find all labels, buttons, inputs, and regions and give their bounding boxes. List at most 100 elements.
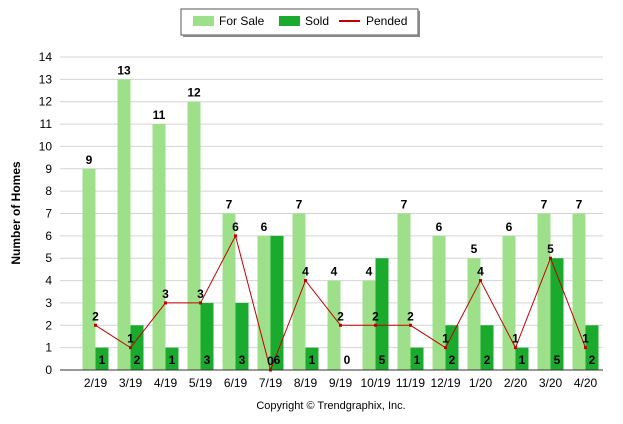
x-tick-label: 8/19	[294, 376, 318, 390]
bar-sold	[480, 325, 494, 370]
data-label-sold: 0	[344, 353, 351, 367]
pended-point	[549, 256, 552, 260]
bar-for-sale	[572, 213, 586, 370]
x-tick-label: 4/20	[574, 376, 598, 390]
data-label-pended: 4	[302, 265, 309, 279]
bar-sold	[270, 235, 284, 370]
pended-point	[164, 301, 167, 305]
pended-point	[339, 323, 342, 327]
y-tick-label: 13	[39, 72, 53, 86]
data-label-pended: 6	[232, 220, 239, 234]
bar-for-sale	[152, 124, 166, 370]
data-label-sold: 1	[99, 353, 106, 367]
data-label-pended: 2	[372, 309, 379, 323]
y-tick-label: 5	[45, 251, 52, 265]
y-tick-label: 11	[40, 117, 53, 131]
data-label-pended: 1	[442, 332, 449, 346]
data-label-sold: 1	[169, 353, 176, 367]
x-tick-label: 7/19	[259, 376, 283, 390]
legend-label-for-sale: For Sale	[219, 14, 265, 28]
bar-sold	[200, 302, 214, 370]
data-label-sold: 5	[379, 353, 386, 367]
data-label-sold: 2	[484, 353, 491, 367]
data-label-sold: 6	[274, 353, 281, 367]
data-label-pended: 5	[547, 242, 554, 256]
legend-swatch-for-sale	[193, 16, 214, 26]
legend: For Sale Sold Pended	[180, 8, 420, 37]
y-axis-label: Number of Homes	[9, 161, 23, 265]
data-label-sold: 2	[134, 353, 141, 367]
data-label-sold: 1	[414, 353, 421, 367]
data-label-pended: 1	[582, 332, 589, 346]
bar-for-sale	[537, 213, 551, 370]
legend-shadow-right	[418, 11, 420, 37]
data-label-pended: 2	[407, 309, 414, 323]
bar-sold	[515, 347, 529, 370]
data-label-pended: 2	[337, 309, 344, 323]
pended-point	[94, 323, 97, 327]
y-tick-label: 4	[45, 274, 52, 288]
y-tick-label: 12	[39, 95, 53, 109]
y-tick-label: 6	[45, 229, 52, 243]
data-label-pended: 4	[477, 265, 484, 279]
bar-for-sale	[82, 168, 96, 370]
bar-sold	[165, 347, 179, 370]
copyright-text: Copyright © Trendgraphix, Inc.	[256, 400, 405, 412]
bar-sold	[585, 325, 599, 370]
legend-label-sold: Sold	[305, 14, 329, 28]
x-axis-ticks: 2/19 3/19 4/19 5/19 6/19 7/19 8/19 9/19 10/19 11/…	[84, 376, 598, 390]
y-tick-label: 0	[45, 363, 52, 377]
x-tick-label: 6/19	[224, 376, 248, 390]
y-tick-label: 2	[45, 318, 52, 332]
data-label-for-sale: 9	[86, 153, 93, 167]
pended-line	[94, 234, 587, 372]
data-label-for-sale: 11	[153, 108, 166, 122]
data-label-for-sale: 7	[401, 198, 408, 212]
y-tick-label: 8	[45, 184, 52, 198]
data-label-pended: 1	[512, 332, 519, 346]
x-tick-label: 11/19	[396, 376, 425, 390]
x-tick-label: 1/20	[469, 376, 493, 390]
y-tick-label: 7	[45, 207, 52, 221]
bar-sold	[550, 258, 564, 370]
bar-for-sale	[187, 101, 201, 370]
data-label-for-sale: 6	[261, 220, 268, 234]
pended-point	[374, 323, 377, 327]
bar-for-sale	[432, 235, 446, 370]
bar-sold	[235, 302, 249, 370]
data-label-pended: 3	[162, 287, 169, 301]
pended-point	[584, 346, 587, 350]
bar-for-sale	[292, 213, 306, 370]
data-label-for-sale: 4	[331, 265, 338, 279]
bar-sold	[445, 325, 459, 370]
y-tick-label: 10	[39, 139, 53, 153]
x-tick-label: 9/19	[329, 376, 353, 390]
y-tick-label: 3	[45, 296, 52, 310]
data-label-for-sale: 4	[366, 265, 373, 279]
data-label-for-sale: 7	[226, 198, 233, 212]
pended-point	[304, 279, 307, 283]
data-label-sold: 1	[309, 353, 316, 367]
legend-swatch-sold	[279, 16, 300, 26]
x-tick-label: 5/19	[189, 376, 213, 390]
bar-sold	[95, 347, 109, 370]
x-tick-label: 3/19	[119, 376, 143, 390]
pended-point	[444, 346, 447, 350]
data-label-for-sale: 5	[471, 242, 478, 256]
x-tick-label: 2/20	[504, 376, 528, 390]
data-label-sold: 2	[449, 353, 456, 367]
legend-shadow-bottom	[183, 35, 420, 37]
data-label-sold: 3	[204, 353, 211, 367]
x-tick-label: 2/19	[84, 376, 108, 390]
data-label-pended: 1	[127, 332, 134, 346]
bar-for-sale	[222, 213, 236, 370]
x-tick-label: 4/19	[154, 376, 178, 390]
data-label-for-sale: 6	[506, 220, 513, 234]
bar-sold	[375, 258, 389, 370]
x-tick-label: 10/19	[360, 376, 390, 390]
y-tick-label: 1	[45, 341, 52, 355]
